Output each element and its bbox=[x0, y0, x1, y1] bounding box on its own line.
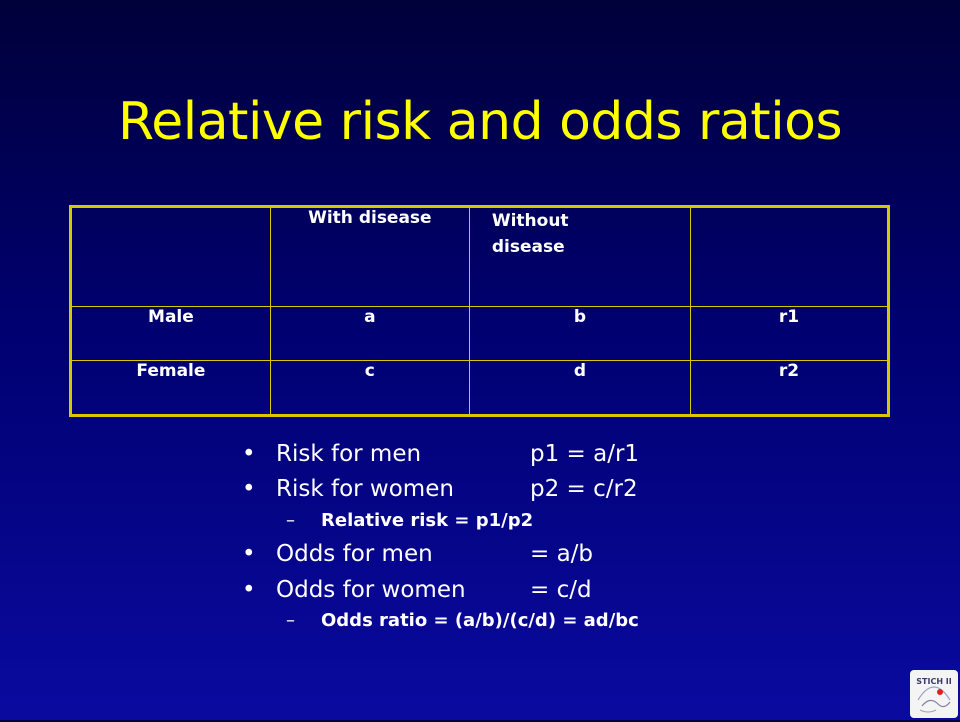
table-header-total-empty bbox=[689, 206, 890, 307]
bullet-value: = c/d bbox=[530, 577, 592, 603]
header-without-line2: disease bbox=[491, 237, 565, 257]
bullet-icon: • bbox=[242, 577, 256, 603]
svg-text:STICH II: STICH II bbox=[916, 677, 952, 686]
bullet-value: p2 = c/r2 bbox=[530, 476, 638, 502]
sub-bullet-text: Odds ratio = (a/b)/(c/d) = ad/bc bbox=[321, 610, 639, 631]
table-header-empty bbox=[70, 206, 271, 307]
bullet-icon: • bbox=[242, 441, 256, 467]
dash-icon: – bbox=[286, 610, 295, 631]
bullet-icon: • bbox=[242, 541, 256, 567]
bullet-value: = a/b bbox=[530, 541, 594, 567]
table-cell-row-label: Male bbox=[70, 305, 271, 361]
table-cell: d bbox=[468, 359, 691, 417]
table-cell-row-label: Female bbox=[70, 359, 271, 417]
bullet-label: Odds for men bbox=[276, 541, 433, 567]
bullet-value: p1 = a/r1 bbox=[530, 441, 640, 467]
stich-ii-logo-icon: STICH II bbox=[910, 670, 958, 718]
table-header-row: With disease Without disease bbox=[70, 206, 890, 307]
contingency-table: With disease Without disease Male a b r1… bbox=[69, 205, 890, 417]
table-cell: c bbox=[269, 359, 470, 417]
table-row: Male a b r1 bbox=[70, 305, 890, 361]
table-cell: b bbox=[468, 305, 691, 361]
bullet-label: Risk for men bbox=[276, 441, 422, 467]
table-cell: a bbox=[269, 305, 470, 361]
sub-bullet-text: Relative risk = p1/p2 bbox=[321, 510, 534, 531]
table-row: Female c d r2 bbox=[70, 359, 890, 417]
table-header-with-disease: With disease bbox=[269, 206, 470, 307]
table-cell: r1 bbox=[689, 305, 890, 361]
table-header-without-disease: Without disease bbox=[468, 206, 691, 307]
slide-title: Relative risk and odds ratios bbox=[117, 92, 843, 152]
bullet-icon: • bbox=[242, 476, 256, 502]
bullet-label: Risk for women bbox=[276, 476, 454, 502]
bullet-label: Odds for women bbox=[276, 577, 466, 603]
header-without-line1: Without bbox=[491, 211, 569, 231]
table-cell: r2 bbox=[689, 359, 890, 417]
dash-icon: – bbox=[286, 510, 295, 531]
